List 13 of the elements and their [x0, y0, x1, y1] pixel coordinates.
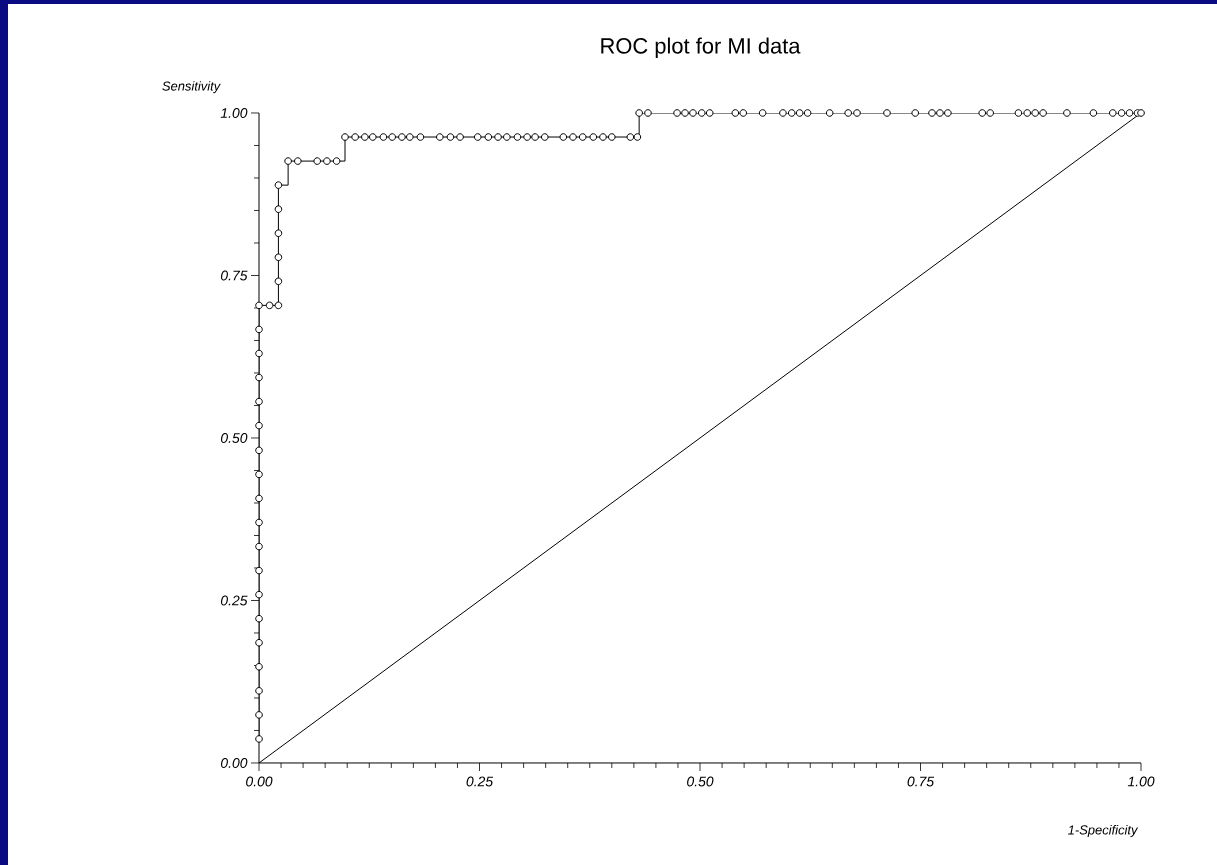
y-tick-label: 0.25 [220, 595, 248, 606]
x-tick-label: 0.00 [246, 776, 273, 787]
chart-title: ROC plot for MI data [601, 37, 801, 58]
y-axis-title: Sensitivity [162, 81, 221, 94]
x-tick-label: 0.25 [466, 776, 494, 787]
y-tick-label: 0.50 [220, 433, 248, 443]
x-axis-title: 1-Specificity [1068, 825, 1139, 838]
x-tick-label: 0.75 [907, 776, 935, 787]
x-tick-label: 0.50 [687, 776, 714, 787]
y-tick-label: 1.00 [220, 108, 248, 118]
x-tick-label: 1.00 [1127, 776, 1155, 787]
y-tick-label: 0.00 [220, 758, 248, 768]
y-tick-label: 0.75 [220, 270, 248, 281]
